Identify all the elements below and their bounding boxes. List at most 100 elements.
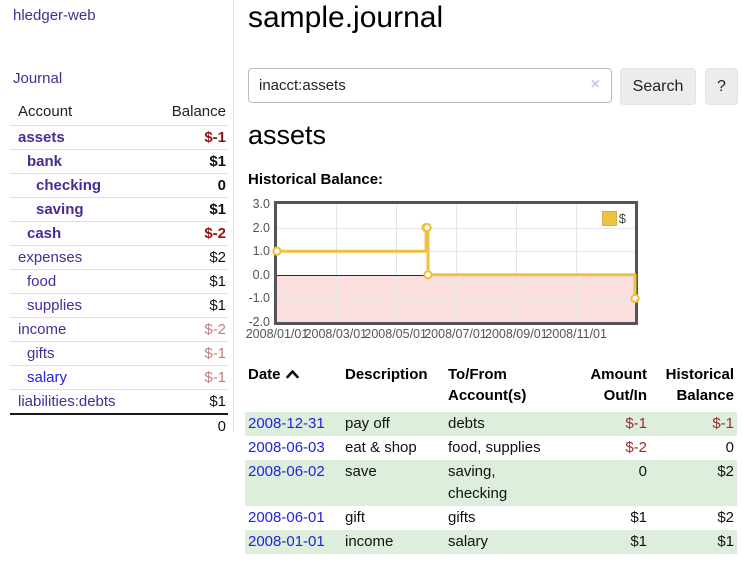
transaction-balance: $2: [717, 509, 734, 526]
register-header-row: Date Description To/From Account(s) Amou…: [245, 362, 737, 412]
transaction-description: pay off: [345, 415, 390, 432]
account-row: saving $1: [10, 197, 228, 222]
x-axis-tick-label: 2008/07/01: [424, 327, 487, 341]
account-balance: $2: [209, 249, 226, 266]
sidebar-item-journal[interactable]: Journal: [13, 70, 63, 87]
account-row: food $1: [10, 269, 228, 294]
legend-swatch-icon: [601, 211, 617, 226]
account-link[interactable]: income: [18, 321, 67, 338]
accounts-total-row: 0: [10, 414, 228, 438]
y-axis-tick-label: 1.0: [252, 244, 270, 259]
account-link[interactable]: expenses: [18, 249, 83, 266]
transaction-balance: $-1: [712, 415, 734, 432]
clear-search-icon[interactable]: ×: [590, 76, 600, 93]
account-balance: $1: [209, 273, 226, 290]
account-balance: $-1: [204, 129, 226, 146]
search-bar: × Search ?: [248, 68, 742, 105]
account-link[interactable]: gifts: [27, 345, 55, 362]
x-axis-tick-label: 2008/05/01: [364, 327, 427, 341]
account-row: income $-2: [10, 317, 228, 342]
transaction-date-link[interactable]: 2008-01-01: [248, 533, 325, 550]
account-row: supplies $1: [10, 293, 228, 318]
account-row: expenses $2: [10, 245, 228, 270]
account-link[interactable]: saving: [36, 201, 84, 218]
account-link[interactable]: cash: [27, 225, 62, 242]
page-title: sample.journal: [248, 1, 444, 34]
sort-ascending-icon: [285, 370, 299, 379]
account-link[interactable]: assets: [18, 129, 65, 146]
x-axis-tick-label: 2008/01/01: [245, 327, 309, 341]
transaction-amount: $1: [630, 533, 647, 550]
y-axis-tick-label: 0.0: [252, 267, 270, 282]
account-row: checking 0: [10, 173, 228, 198]
transaction-date-link[interactable]: 2008-06-02: [248, 463, 325, 480]
transaction-amount: $1: [630, 509, 647, 526]
register-header-amount: Amount Out/In: [590, 366, 647, 404]
register-row: 2008-01-01 income salary $1 $1: [245, 530, 737, 554]
account-row: salary $-1: [10, 365, 228, 390]
legend-label: $: [618, 211, 626, 226]
account-balance: $-1: [204, 345, 226, 362]
accounts-header-balance: Balance: [171, 103, 226, 120]
account-link[interactable]: bank: [27, 153, 63, 170]
account-heading: assets: [248, 120, 327, 150]
account-link[interactable]: supplies: [27, 297, 83, 314]
accounts-total-balance: 0: [217, 418, 226, 435]
transaction-date-link[interactable]: 2008-06-01: [248, 509, 325, 526]
account-link[interactable]: food: [27, 273, 57, 290]
transaction-description: gift: [345, 509, 366, 526]
account-row: bank $1: [10, 149, 228, 174]
account-balance: $1: [209, 153, 226, 170]
search-input[interactable]: [248, 68, 612, 103]
register-row: 2008-06-01 gift gifts $1 $2: [245, 506, 737, 530]
chart-plot-area: [277, 204, 635, 322]
transaction-balance: $1: [717, 533, 734, 550]
x-axis-tick-label: 2008/09/01: [485, 327, 548, 341]
transaction-balance: 0: [725, 439, 734, 456]
transaction-date-link[interactable]: 2008-12-31: [248, 415, 325, 432]
search-button[interactable]: Search: [620, 68, 696, 105]
account-balance: $-2: [204, 321, 226, 338]
date-header-label: Date: [248, 366, 281, 383]
account-link[interactable]: salary: [27, 369, 68, 386]
transaction-description: income: [345, 533, 394, 550]
chart-gridline: [516, 204, 517, 322]
chart-gridline: [396, 204, 397, 322]
transaction-amount: 0: [638, 463, 647, 480]
transaction-date-link[interactable]: 2008-06-03: [248, 439, 325, 456]
register-row: 2008-12-31 pay off debts $-1 $-1: [245, 412, 737, 436]
account-link[interactable]: checking: [36, 177, 102, 194]
account-balance: $-2: [204, 225, 226, 242]
account-balance: $1: [209, 297, 226, 314]
accounts-header-account: Account: [18, 103, 73, 120]
transaction-accounts: saving, checking: [448, 463, 508, 502]
search-box: ×: [248, 68, 612, 103]
transaction-accounts: gifts: [448, 509, 476, 526]
balance-chart: $: [272, 201, 640, 325]
sidebar: hledger-web Journal Account Balance asse…: [0, 0, 233, 582]
chart-legend: $: [599, 210, 628, 227]
sidebar-divider: [233, 0, 234, 432]
account-row: liabilities:debts $1: [10, 389, 228, 415]
chart-gridline: [336, 204, 337, 322]
x-axis-tick-label: 2008/11/01: [545, 327, 607, 341]
transaction-accounts: food, supplies: [448, 439, 541, 456]
account-balance: $-1: [204, 369, 226, 386]
register-row: 2008-06-03 eat & shop food, supplies $-2 0: [245, 436, 737, 460]
register-header-description: Description: [345, 366, 428, 383]
y-axis-tick-label: -1.0: [248, 291, 270, 306]
app-title-link[interactable]: hledger-web: [13, 7, 96, 24]
chart-gridline: [576, 204, 577, 322]
accounts-header-row: Account Balance: [10, 101, 228, 126]
y-axis-tick-label: 3.0: [252, 197, 270, 211]
help-button[interactable]: ?: [705, 68, 738, 105]
transaction-amount: $-2: [625, 439, 647, 456]
account-row: gifts $-1: [10, 341, 228, 366]
main-content: sample.journal × Search ? assets Histori…: [245, 0, 742, 582]
x-axis-tick-label: 2008/03/01: [304, 327, 368, 341]
account-link[interactable]: liabilities:debts: [18, 393, 116, 410]
register-header-date[interactable]: Date: [245, 362, 345, 412]
chart-series-line: [272, 222, 640, 304]
chart-title: Historical Balance:: [248, 171, 384, 188]
